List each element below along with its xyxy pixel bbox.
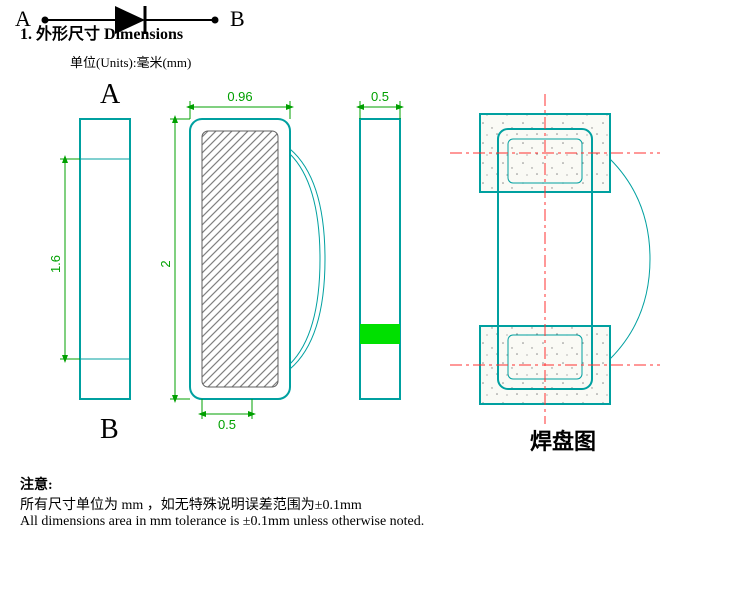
notes-line-cn: 所有尺寸单位为 mm ，如无特殊说明误差范围为±0.1mm xyxy=(20,494,730,514)
notes-block: 注意: 所有尺寸单位为 mm ，如无特殊说明误差范围为±0.1mm All di… xyxy=(20,474,730,530)
diode-symbol-svg: A B xyxy=(0,0,260,40)
diode-a-label: A xyxy=(15,6,31,31)
notes-heading: 注意: xyxy=(20,474,730,494)
front-view: 0.96 2 0.5 xyxy=(158,89,325,432)
dim-1-6: 1.6 xyxy=(48,255,63,273)
notes-line-en: All dimensions area in mm tolerance is ±… xyxy=(20,514,730,530)
dim-0-5-edge: 0.5 xyxy=(371,89,389,104)
side-view: 1.6 xyxy=(48,119,130,399)
technical-drawing-svg: 1.6 0.96 2 0.5 xyxy=(20,79,730,459)
pad-layout-view xyxy=(450,94,660,424)
diode-b-label: B xyxy=(230,6,245,31)
dimension-diagram: A B 焊盘图 xyxy=(20,79,730,459)
edge-view: 0.5 xyxy=(360,89,400,399)
dim-0-96: 0.96 xyxy=(227,89,252,104)
dim-2: 2 xyxy=(158,260,173,267)
dim-0-5-bottom: 0.5 xyxy=(218,417,236,432)
units-label: 单位(Units):毫米(mm) xyxy=(70,52,730,71)
